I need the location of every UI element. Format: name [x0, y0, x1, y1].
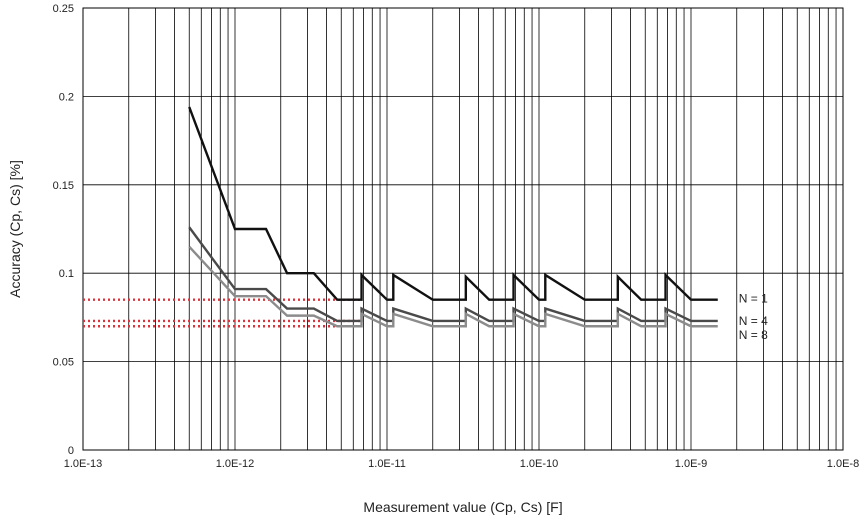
- grid: [82, 7, 844, 451]
- plot-border: [82, 7, 844, 451]
- x-tick-label: 1.0E-10: [520, 458, 559, 470]
- legend-label-3: N = 8: [739, 328, 768, 342]
- series-line-3: [188, 245, 718, 328]
- y-tick-label: 0.05: [53, 357, 74, 369]
- x-tick-label: 1.0E-11: [368, 458, 406, 470]
- reference-lines: [83, 298, 362, 328]
- y-tick-labels: 0 0.05 0.1 0.15 0.2 0.25: [53, 3, 74, 457]
- x-tick-label: 1.0E-12: [216, 458, 255, 470]
- x-axis-title: Measurement value (Cp, Cs) [F]: [363, 499, 562, 515]
- y-tick-label: 0: [68, 445, 74, 457]
- x-tick-label: 1.0E-9: [675, 458, 707, 470]
- x-tick-label: 1.0E-8: [827, 458, 859, 470]
- x-tick-labels: 1.0E-13 1.0E-12 1.0E-11 1.0E-10 1.0E-9 1.0E-8: [64, 458, 859, 470]
- y-axis-title: Accuracy (Cp, Cs) [%]: [7, 160, 23, 298]
- series-lines: [188, 106, 718, 328]
- y-tick-label: 0.2: [59, 91, 74, 103]
- series-line-1: [188, 106, 718, 301]
- x-tick-label: 1.0E-13: [64, 458, 103, 470]
- legend: N = 1 N = 4N = 8: [739, 292, 768, 343]
- legend-label-2: N = 4: [739, 314, 768, 328]
- y-tick-label: 0.25: [53, 3, 74, 15]
- y-tick-label: 0.15: [53, 180, 74, 192]
- series-line-2: [188, 226, 718, 323]
- y-tick-label: 0.1: [59, 268, 74, 280]
- legend-label-1: N = 1: [739, 292, 768, 306]
